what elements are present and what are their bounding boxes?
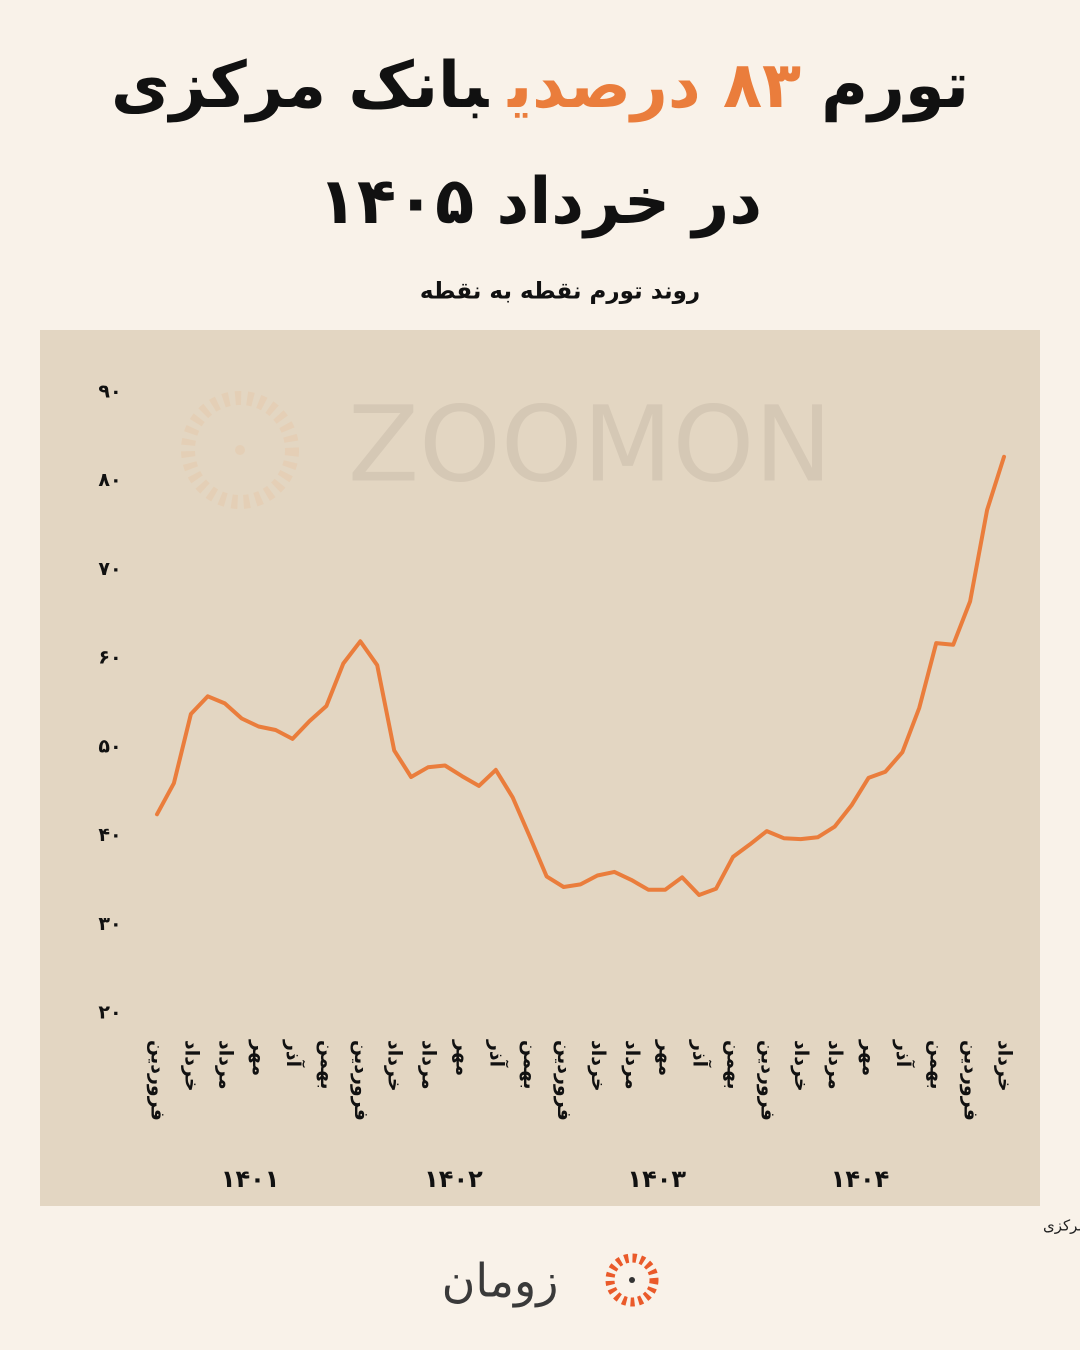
watermark-icon — [181, 391, 299, 509]
x-tick-label: آذر — [485, 1039, 509, 1068]
x-tick-label: بهمن — [722, 1040, 744, 1090]
x-tick-label: خرداد — [587, 1040, 609, 1092]
x-tick-label: آذر — [282, 1039, 306, 1068]
x-tick-label: مهر — [451, 1039, 473, 1076]
title-line: تورم ۸۳ درصدی بانک مرکزی — [0, 28, 1080, 144]
brand-icon — [605, 1253, 659, 1307]
y-tick-label: ۷۰ — [98, 558, 121, 580]
x-tick-label: فروردین — [960, 1040, 982, 1121]
x-tick-label: فروردین — [553, 1040, 575, 1121]
y-tick-label: ۴۰ — [98, 824, 121, 846]
x-tick-label: خرداد — [180, 1040, 202, 1092]
x-tick-label: خرداد — [994, 1040, 1016, 1092]
year-label: ۱۴۰۳ — [627, 1165, 686, 1193]
x-tick-label: مرداد — [824, 1040, 846, 1090]
title-line: در خرداد ۱۴۰۵ — [317, 165, 763, 239]
x-tick-label: فروردین — [147, 1040, 169, 1121]
x-tick-label: خرداد — [790, 1040, 812, 1092]
x-tick-label: آذر — [689, 1039, 713, 1068]
x-tick-label: مرداد — [214, 1040, 236, 1090]
x-tick-label: بهمن — [926, 1040, 948, 1090]
x-tick-label: مهر — [858, 1039, 880, 1076]
x-tick-label: خرداد — [384, 1040, 406, 1092]
line — [155, 454, 1006, 897]
year-label: ۱۴۰۱ — [221, 1165, 280, 1193]
title-part: بانک مرکزی — [111, 49, 489, 123]
y-tick-label: ۸۰ — [98, 469, 121, 491]
x-tick-label: مرداد — [418, 1040, 440, 1090]
x-tick-label: بهمن — [519, 1040, 541, 1090]
x-tick-label: مهر — [248, 1039, 270, 1076]
title-highlight: ۸۳ درصدی — [508, 49, 802, 123]
title: تورم ۸۳ درصدی بانک مرکزی در خرداد ۱۴۰۵ — [0, 28, 1080, 260]
x-tick-label: مرداد — [621, 1040, 643, 1090]
brand: زومان — [442, 1254, 559, 1309]
subtitle: روند تورم نقطه به نقطه — [420, 279, 700, 305]
y-tick-label: ۲۰ — [98, 1002, 121, 1024]
x-tick-label: فروردین — [756, 1040, 778, 1121]
x-tick-label: مهر — [655, 1039, 677, 1076]
watermark: ZOOMON — [348, 383, 832, 505]
plot-area — [40, 330, 1040, 1206]
year-label: ۱۴۰۲ — [424, 1165, 483, 1193]
title-part: تورم — [821, 49, 969, 123]
source: منبع داده: بانک مرکزی — [1043, 1217, 1080, 1235]
y-tick-label: ۹۰ — [98, 381, 121, 403]
x-tick-label: بهمن — [316, 1040, 338, 1090]
y-tick-label: ۵۰ — [98, 735, 121, 757]
x-tick-label: فروردین — [350, 1040, 372, 1121]
x-tick-label: آذر — [892, 1039, 916, 1068]
y-tick-label: ۶۰ — [98, 647, 121, 669]
y-tick-label: ۳۰ — [98, 913, 121, 935]
year-label: ۱۴۰۴ — [831, 1165, 890, 1193]
